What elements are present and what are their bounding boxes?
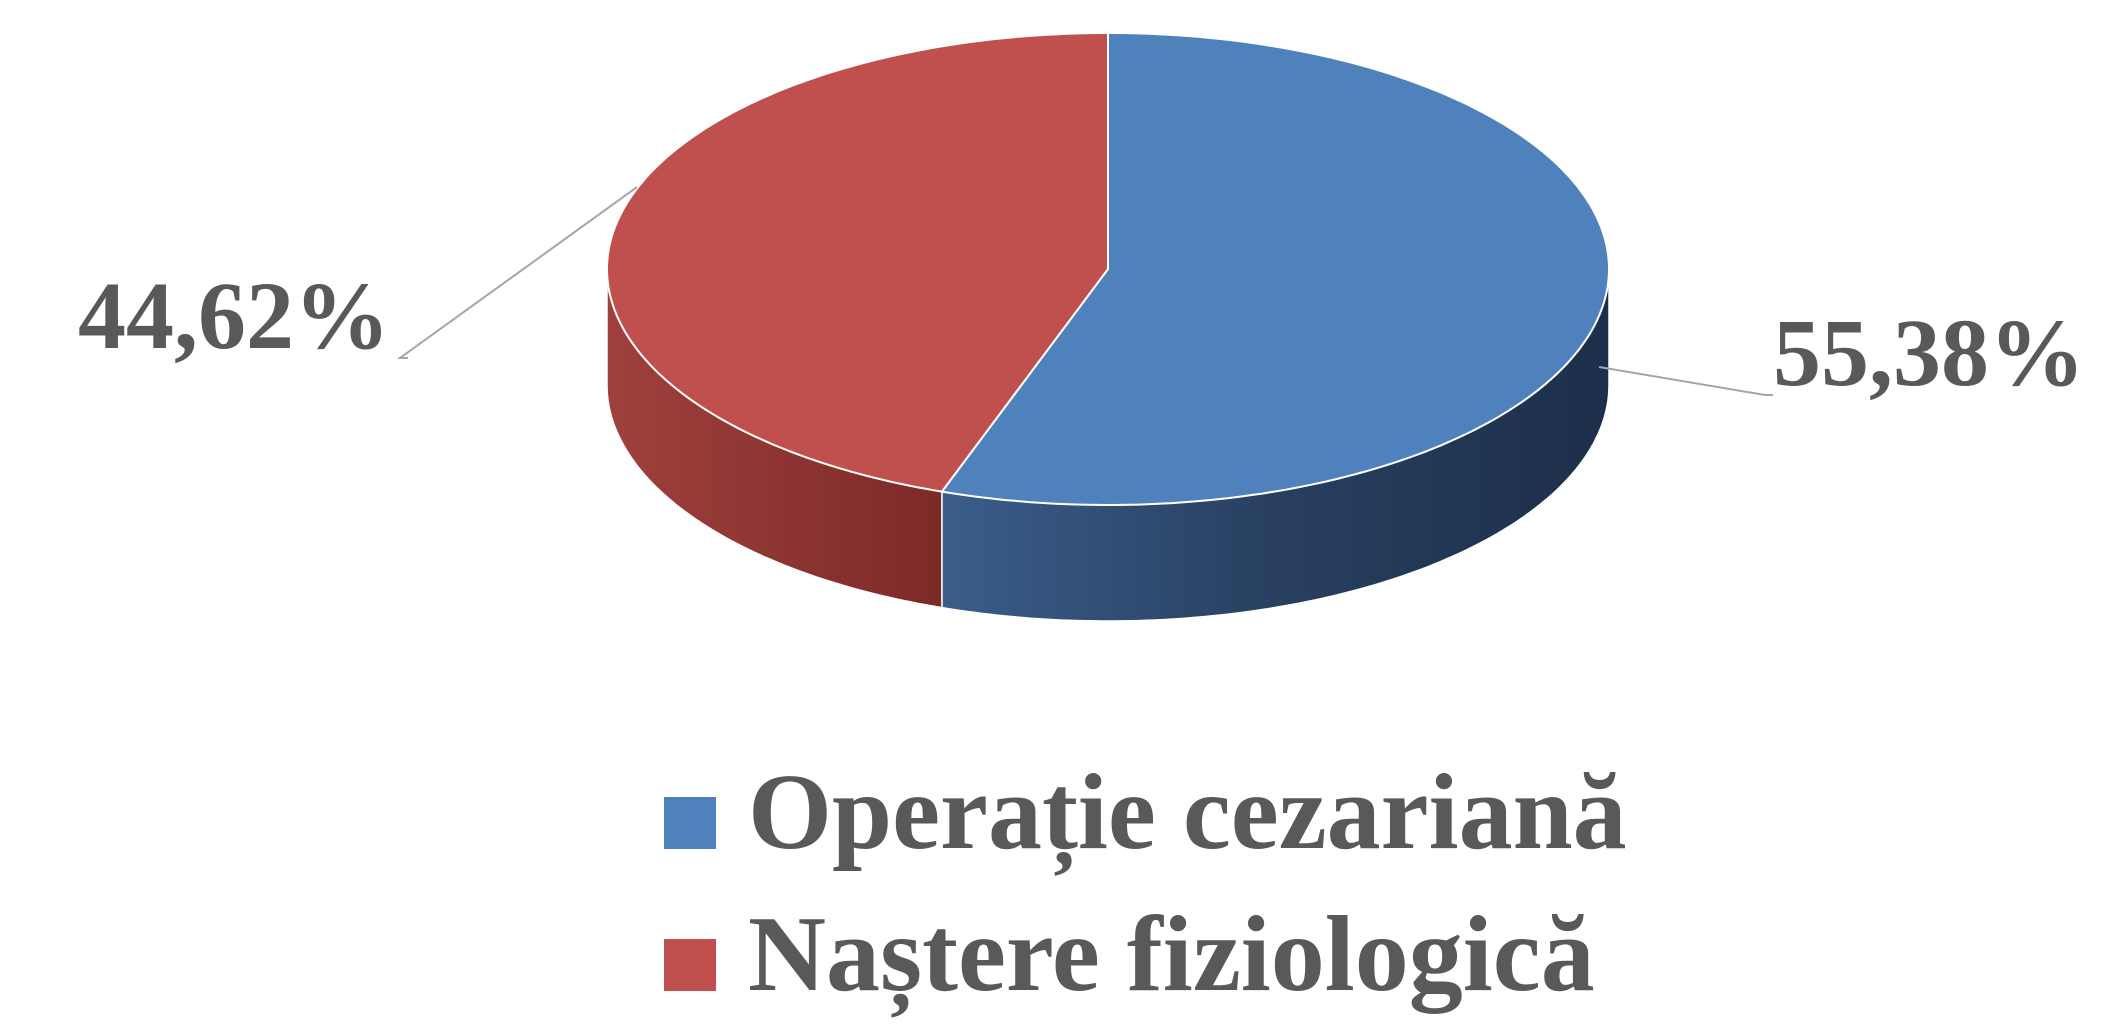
leader-line: [1598, 366, 1773, 396]
legend-swatch: [664, 939, 716, 991]
leader-line: [396, 186, 638, 359]
data-label: 44,62%: [78, 262, 390, 369]
legend-label: Operație cezariană: [748, 753, 1627, 876]
data-label: 55,38%: [1773, 299, 2085, 406]
legend-label: Naștere fiziologică: [748, 895, 1595, 1018]
legend-swatch: [664, 797, 716, 849]
slice: [606, 32, 1109, 493]
